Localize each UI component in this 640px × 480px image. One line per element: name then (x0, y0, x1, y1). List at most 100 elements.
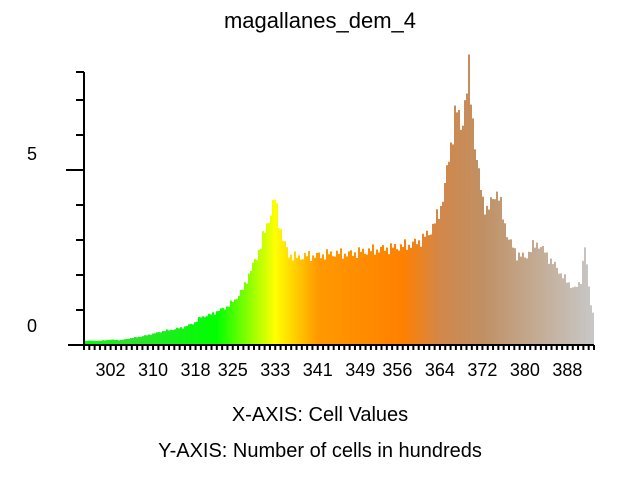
histogram-bar (388, 254, 390, 345)
histogram-bar (452, 144, 454, 345)
histogram-bar (214, 314, 216, 345)
histogram-bar (138, 336, 140, 345)
histogram-bar (134, 336, 136, 345)
histogram-bar (458, 110, 460, 345)
histogram-bar (126, 338, 128, 345)
histogram-bar (364, 253, 366, 345)
histogram-bar (506, 237, 508, 345)
histogram-bar (338, 254, 340, 345)
histogram-bar (550, 258, 552, 345)
histogram-bar (424, 236, 426, 345)
histogram-bar (564, 274, 566, 345)
histogram-bar (400, 244, 402, 345)
histogram-bar (436, 209, 438, 345)
histogram-bar (222, 307, 224, 345)
histogram-bar (444, 182, 446, 345)
histogram-bar (562, 278, 564, 345)
histogram-bar (448, 161, 450, 345)
histogram-bar (330, 251, 332, 345)
histogram-bar (100, 340, 102, 345)
histogram-bar (384, 250, 386, 345)
histogram-bar (540, 247, 542, 345)
histogram-bar (538, 248, 540, 345)
histogram-bar (560, 273, 562, 345)
histogram-bar (514, 248, 516, 345)
histogram-bar (198, 317, 200, 345)
histogram-bar (246, 283, 248, 345)
y-tick-label: 0 (27, 316, 37, 336)
histogram-bar (554, 261, 556, 345)
histogram-bar (204, 317, 206, 345)
histogram-bar (320, 258, 322, 345)
histogram-bar (196, 321, 198, 345)
histogram-bar (304, 252, 306, 345)
histogram-bar (86, 341, 88, 345)
histogram-bar (490, 197, 492, 345)
histogram-bar (168, 330, 170, 345)
histogram-bar (172, 330, 174, 345)
histogram-bar (536, 242, 538, 345)
histogram-bar (180, 327, 182, 345)
histogram-bar (510, 239, 512, 345)
histogram-bar (336, 250, 338, 345)
histogram-bar (300, 259, 302, 345)
histogram-bar (412, 241, 414, 345)
histogram-bar (190, 323, 192, 345)
histogram-bar (578, 282, 580, 345)
histogram-bar (356, 258, 358, 345)
histogram-bar (558, 273, 560, 345)
histogram-bar (144, 335, 146, 345)
histogram-bar (374, 254, 376, 345)
histogram-bar (544, 252, 546, 345)
histogram-bar (212, 312, 214, 345)
histogram-bar (146, 335, 148, 345)
histogram-bar (392, 247, 394, 345)
histogram-bar (272, 199, 274, 345)
histogram-bar (446, 165, 448, 345)
histogram-bar (346, 256, 348, 345)
histogram-bar (362, 248, 364, 345)
histogram-bar (340, 248, 342, 345)
histogram-bar (390, 243, 392, 345)
histogram-bar (326, 249, 328, 345)
histogram-bar (136, 337, 138, 345)
histogram-bar (240, 289, 242, 345)
histogram-bar (276, 203, 278, 345)
histogram-bar (160, 332, 162, 345)
histogram-bar (472, 118, 474, 345)
histogram-bar (508, 239, 510, 345)
histogram-bar (280, 229, 282, 345)
histogram-bar (328, 254, 330, 345)
histogram-bar (466, 93, 468, 345)
histogram-bar (282, 240, 284, 345)
histogram-bar (584, 247, 586, 345)
histogram-bar (98, 340, 100, 345)
histogram-bar (284, 241, 286, 345)
histogram-bar (378, 252, 380, 345)
histogram-bar (418, 240, 420, 345)
histogram-bar (242, 289, 244, 345)
histogram-bar (148, 334, 150, 345)
x-axis-caption: X-AXIS: Cell Values (231, 404, 409, 426)
x-tick-label: 356 (382, 360, 412, 380)
histogram-bar (410, 247, 412, 345)
histogram-bar (348, 251, 350, 345)
histogram-bar (352, 255, 354, 345)
histogram-bar (262, 231, 264, 345)
histogram-bar (110, 339, 112, 345)
histogram-bar (344, 253, 346, 345)
histogram-bar (516, 260, 518, 345)
histogram-bar (104, 340, 106, 345)
x-tick-label: 388 (552, 360, 582, 380)
histogram-bar (440, 206, 442, 345)
histogram-bar (360, 251, 362, 345)
histogram-bar (574, 286, 576, 345)
histogram-bar (332, 256, 334, 345)
histogram-bar (150, 335, 152, 345)
histogram-bar (494, 199, 496, 345)
histogram-bar (162, 331, 164, 345)
histogram-bar (568, 282, 570, 345)
histogram-bar (428, 235, 430, 345)
histogram-bar (292, 260, 294, 345)
histogram-bar (358, 247, 360, 345)
